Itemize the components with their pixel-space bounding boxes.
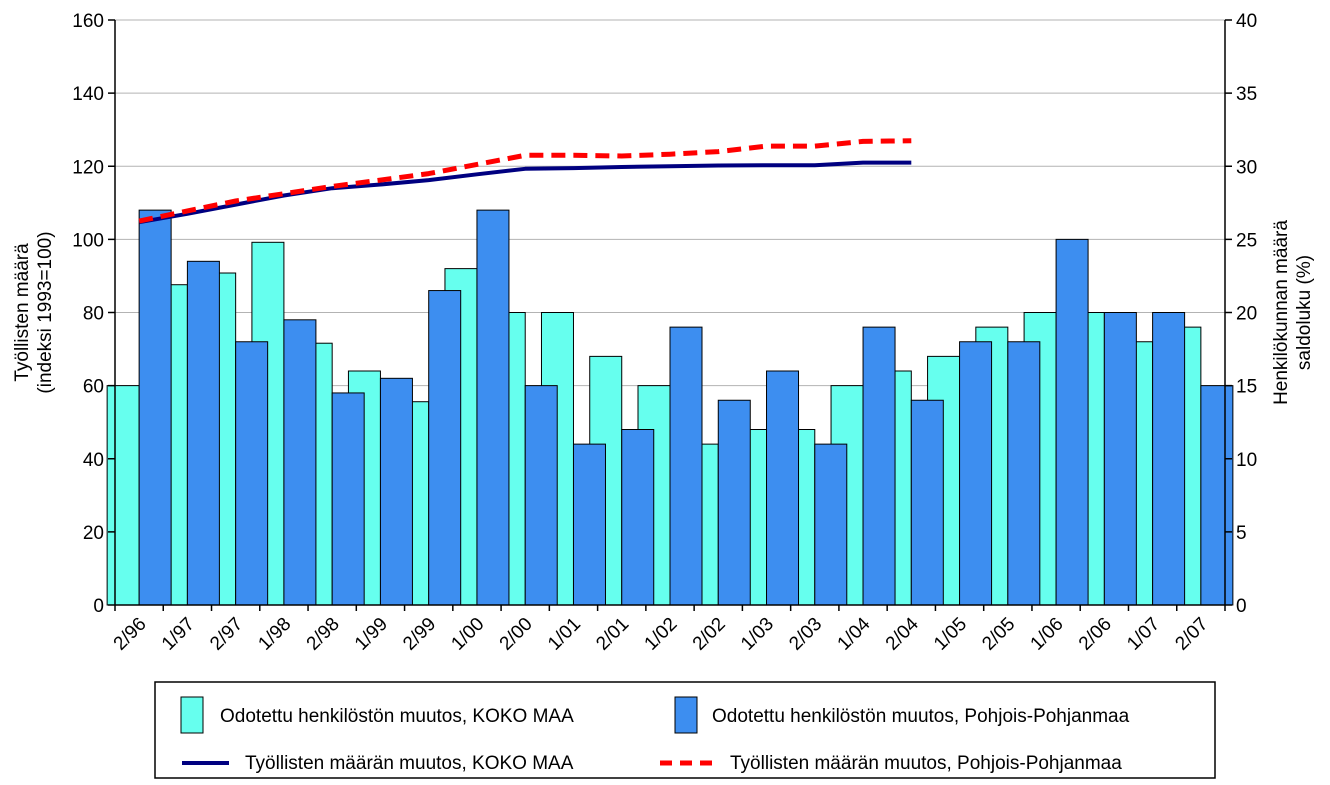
bar [669, 326, 703, 606]
left-axis-title: Työllisten määrä (indeksi 1993=100) [12, 231, 56, 393]
bar [910, 399, 944, 606]
x-tick-label: 1/99 [351, 614, 392, 655]
bar [621, 429, 655, 606]
right-axis-title: Henkilökunnan määrä saldoluku (%) [1271, 220, 1315, 405]
bar [138, 209, 172, 606]
x-tick-label: 2/02 [689, 614, 730, 655]
right-tick-label: 35 [1236, 84, 1257, 105]
x-tick-label: 1/06 [1027, 614, 1068, 655]
x-tick-label: 2/96 [110, 614, 151, 655]
x-tick-label: 1/98 [254, 614, 295, 655]
left-tick-label: 140 [72, 84, 104, 105]
left-tick-label: 120 [72, 157, 104, 178]
right-tick-label: 40 [1236, 11, 1257, 32]
left-tick-label: 40 [83, 450, 104, 471]
left-axis-title-line: (indeksi 1993=100) [35, 231, 56, 393]
x-tick-label: 2/04 [882, 613, 923, 654]
series-line [138, 138, 912, 224]
bar [1055, 238, 1089, 606]
right-tick-label: 30 [1236, 157, 1257, 178]
legend-label: Työllisten määrän muutos, KOKO MAA [245, 753, 574, 774]
x-tick-label: 1/02 [641, 614, 682, 655]
x-tick-label: 2/00 [496, 614, 537, 655]
legend-label: Odotettu henkilöstön muutos, Pohjois-Poh… [712, 706, 1130, 727]
legend-swatch-bar [180, 696, 204, 734]
bar [1103, 312, 1137, 606]
left-tick-label: 160 [72, 11, 104, 32]
right-tick-label: 25 [1236, 230, 1257, 251]
x-tick-label: 2/01 [592, 614, 633, 655]
x-tick-label: 1/05 [930, 614, 971, 655]
series-lines [138, 138, 912, 225]
legend-label: Odotettu henkilöstön muutos, KOKO MAA [220, 706, 574, 727]
left-tick-label: 60 [83, 377, 104, 398]
bar [379, 377, 413, 606]
right-tick-label: 10 [1236, 450, 1257, 471]
bar [428, 290, 462, 606]
right-tick-label: 15 [1236, 377, 1257, 398]
series-line [138, 160, 912, 225]
right-axis-title-line: saldoluku (%) [1294, 255, 1315, 370]
x-tick-label: 2/98 [303, 614, 344, 655]
bar [862, 326, 896, 606]
x-tick-label: 1/01 [544, 614, 585, 655]
bar [717, 399, 751, 606]
bar [283, 319, 317, 606]
x-tick-label: 1/00 [447, 614, 488, 655]
bar [1007, 341, 1041, 606]
x-tick-label: 2/06 [1075, 614, 1116, 655]
bar [524, 385, 558, 606]
bar [331, 392, 365, 606]
legend: Odotettu henkilöstön muutos, KOKO MAA Odo… [154, 681, 1216, 779]
bar [106, 385, 140, 606]
left-tick-label: 100 [72, 230, 104, 251]
left-tick-label: 80 [83, 304, 104, 325]
legend-label: Työllisten määrän muutos, Pohjois-Pohjan… [730, 753, 1122, 774]
right-tick-label: 5 [1236, 523, 1247, 544]
bar [1200, 385, 1234, 606]
legend-swatch-bar [674, 696, 698, 734]
right-tick-label: 20 [1236, 304, 1257, 325]
left-tick-label: 0 [93, 596, 104, 617]
left-tick-label: 20 [83, 523, 104, 544]
bars [106, 209, 1234, 606]
bar [235, 341, 269, 606]
bar [766, 370, 800, 606]
bar [572, 443, 606, 606]
bar [1152, 312, 1186, 606]
left-axis-title-line: Työllisten määrä [12, 243, 33, 382]
bar [959, 341, 993, 606]
x-tick-label: 1/03 [737, 614, 778, 655]
x-tick-label: 2/07 [1171, 614, 1212, 655]
right-axis-title-line: Henkilökunnan määrä [1271, 220, 1292, 405]
right-tick-label: 0 [1236, 596, 1247, 617]
x-tick-label: 2/97 [206, 614, 247, 655]
x-tick-label: 2/99 [399, 614, 440, 655]
x-tick-label: 1/07 [1123, 614, 1164, 655]
x-tick-label: 2/03 [785, 614, 826, 655]
x-tick-label: 1/97 [158, 614, 199, 655]
bar [814, 443, 848, 606]
x-tick-label: 2/05 [978, 614, 1019, 655]
bar [476, 209, 510, 606]
bar [186, 260, 220, 606]
x-tick-label: 1/04 [834, 613, 875, 654]
axes [108, 19, 1232, 611]
